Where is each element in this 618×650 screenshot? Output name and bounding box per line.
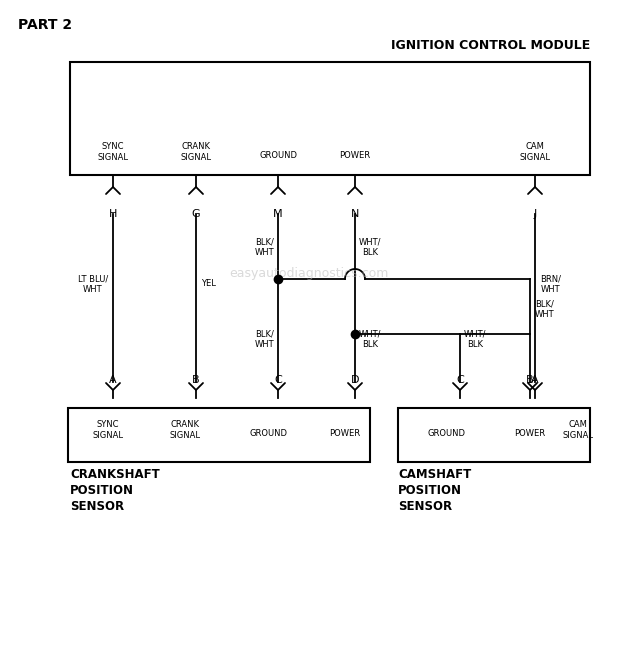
Bar [68,408,370,462]
Text: GROUND: GROUND [259,151,297,159]
Text: SYNC
SIGNAL: SYNC SIGNAL [98,142,129,162]
Text: CAMSHAFT
POSITION
SENSOR: CAMSHAFT POSITION SENSOR [398,468,472,513]
Text: C: C [274,375,282,385]
Text: CAM
SIGNAL: CAM SIGNAL [562,421,593,439]
Text: G: G [192,209,200,219]
Text: POWER: POWER [339,151,371,159]
Text: BLK/
WHT: BLK/ WHT [535,299,554,318]
Text: CRANK
SIGNAL: CRANK SIGNAL [180,142,211,162]
Text: GROUND: GROUND [249,428,287,437]
Text: H: H [109,209,117,219]
Text: easyautodiagnostics.com: easyautodiagnostics.com [229,266,389,280]
Text: N: N [351,209,359,219]
Text: PART 2: PART 2 [18,18,72,32]
Bar [398,408,590,462]
Text: C: C [456,375,464,385]
Text: CRANK
SIGNAL: CRANK SIGNAL [169,421,200,439]
Text: WHT/
BLK: WHT/ BLK [359,237,381,257]
Text: B: B [526,375,534,385]
Text: CAM
SIGNAL: CAM SIGNAL [520,142,551,162]
Text: GROUND: GROUND [428,428,466,437]
Text: IGNITION CONTROL MODULE: IGNITION CONTROL MODULE [391,39,590,52]
Text: D: D [351,375,359,385]
Text: WHT/
BLK: WHT/ BLK [464,330,486,348]
Text: WHT/
BLK: WHT/ BLK [359,330,381,348]
Text: M: M [273,209,283,219]
Text: BRN/
WHT: BRN/ WHT [540,274,561,294]
Text: BLK/
WHT: BLK/ WHT [255,237,274,257]
Text: POWER: POWER [514,428,546,437]
Text: SYNC
SIGNAL: SYNC SIGNAL [93,421,124,439]
Text: A: A [531,375,539,385]
Text: CRANKSHAFT
POSITION
SENSOR: CRANKSHAFT POSITION SENSOR [70,468,159,513]
Bar [70,62,590,175]
Text: B: B [192,375,200,385]
Text: J: J [533,209,536,219]
Text: BLK/
WHT: BLK/ WHT [255,330,274,348]
Text: A: A [109,375,117,385]
Text: YEL: YEL [201,280,216,289]
Text: LT BLU/
WHT: LT BLU/ WHT [78,274,108,294]
Text: POWER: POWER [329,428,360,437]
